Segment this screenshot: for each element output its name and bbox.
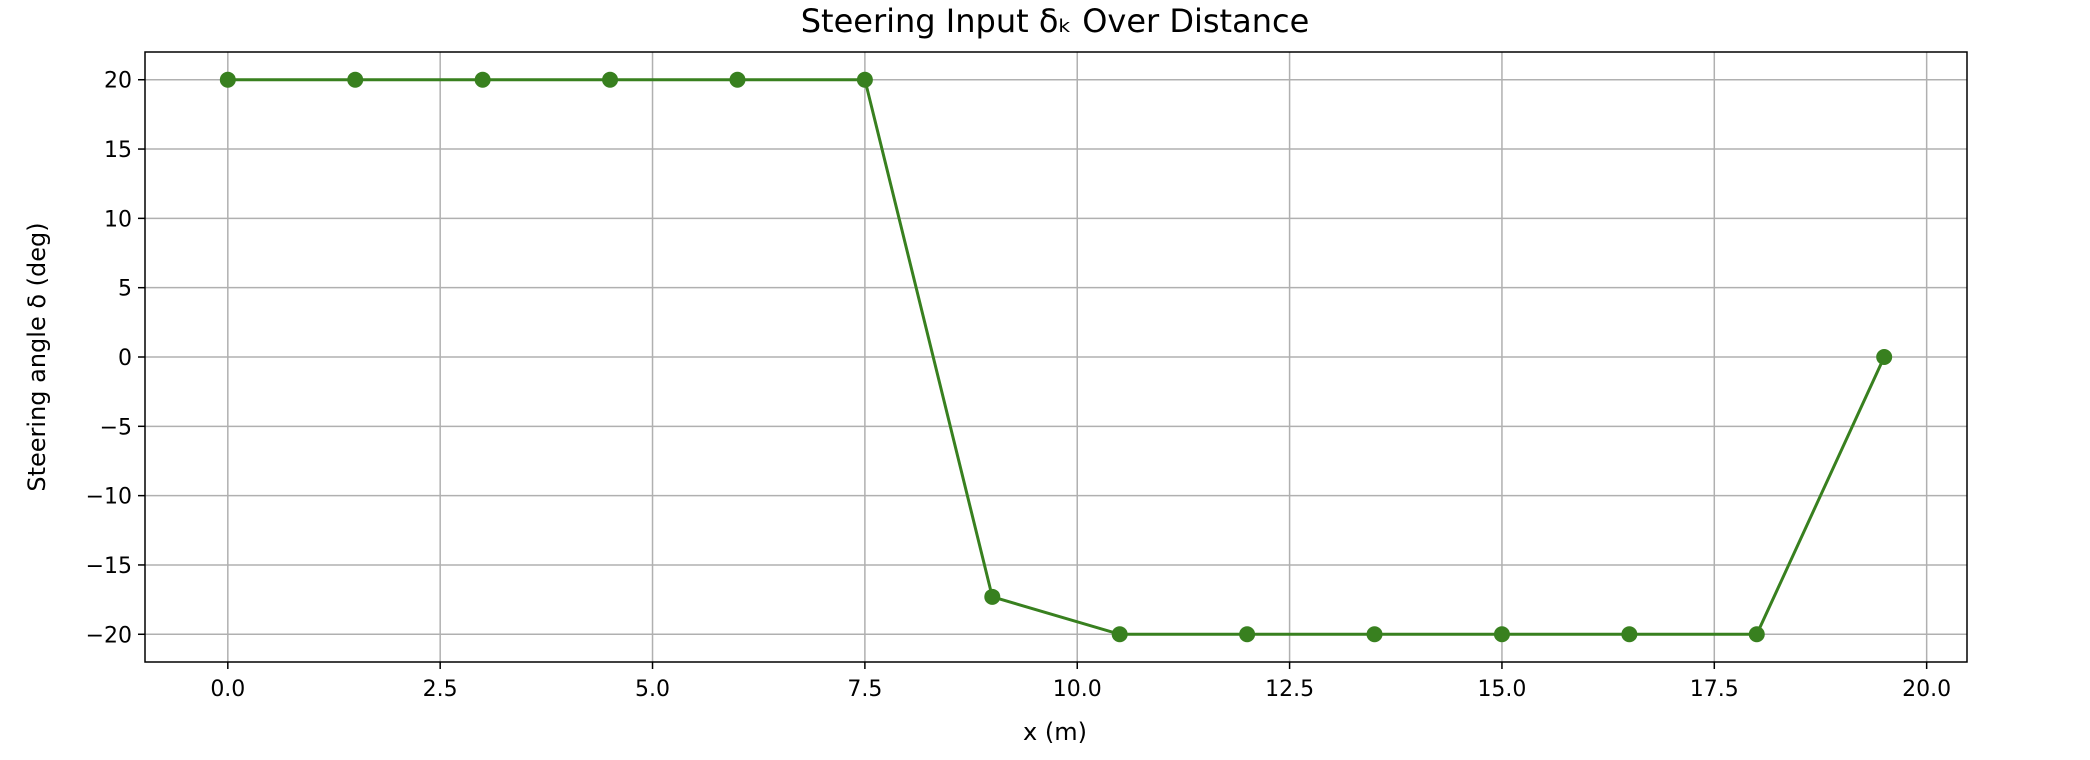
series-layer (219, 71, 1893, 643)
data-point (219, 71, 236, 88)
y-tick-label: −10 (86, 485, 132, 510)
grid (145, 52, 1967, 662)
y-axis-label: Steering angle δ (deg) (23, 222, 51, 491)
data-point (474, 71, 491, 88)
data-point (1493, 626, 1510, 643)
x-tick-label: 17.5 (1690, 677, 1739, 702)
x-tick-label: 12.5 (1265, 677, 1314, 702)
y-tick-label: −15 (86, 554, 132, 579)
y-tick-label: 0 (118, 346, 132, 371)
y-tick-label: −5 (100, 415, 132, 440)
data-point (1876, 349, 1893, 365)
data-point (856, 71, 873, 88)
data-point (1239, 626, 1256, 643)
data-point (1111, 626, 1128, 643)
data-point (347, 71, 364, 88)
data-point (1748, 626, 1765, 643)
series-line (227, 78, 1886, 636)
x-tick-label: 0.0 (210, 677, 245, 702)
x-tick-label: 10.0 (1053, 677, 1102, 702)
data-point (602, 71, 619, 88)
y-tick-label: 20 (104, 69, 132, 94)
x-tick-label: 7.5 (847, 677, 882, 702)
x-axis-label: x (m) (1023, 718, 1087, 746)
chart-title: Steering Input δₖ Over Distance (801, 2, 1310, 40)
x-tick-label: 2.5 (423, 677, 458, 702)
x-tick-label: 20.0 (1902, 677, 1951, 702)
data-point (1366, 626, 1383, 643)
data-point (1621, 626, 1638, 643)
y-tick-label: 5 (118, 277, 132, 302)
x-tick-label: 15.0 (1477, 677, 1526, 702)
ticks: 0.0 2.5 5.0 7.5 10.0 12.5 15.0 17.5 20.0 20 15 10 5 0… (86, 69, 1952, 702)
y-tick-label: 10 (104, 207, 132, 232)
data-point (984, 588, 1001, 605)
x-tick-label: 5.0 (635, 677, 670, 702)
data-point (729, 71, 746, 88)
y-tick-label: −20 (86, 623, 132, 648)
y-tick-label: 15 (104, 138, 132, 163)
